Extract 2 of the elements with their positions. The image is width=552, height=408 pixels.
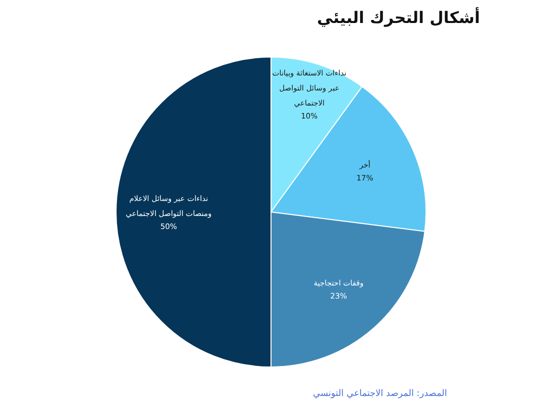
chart-title: أشكال التحرك البيئي — [317, 8, 480, 27]
text: المصدر: المرصد الاجتماعي التونسي — [312, 389, 448, 399]
